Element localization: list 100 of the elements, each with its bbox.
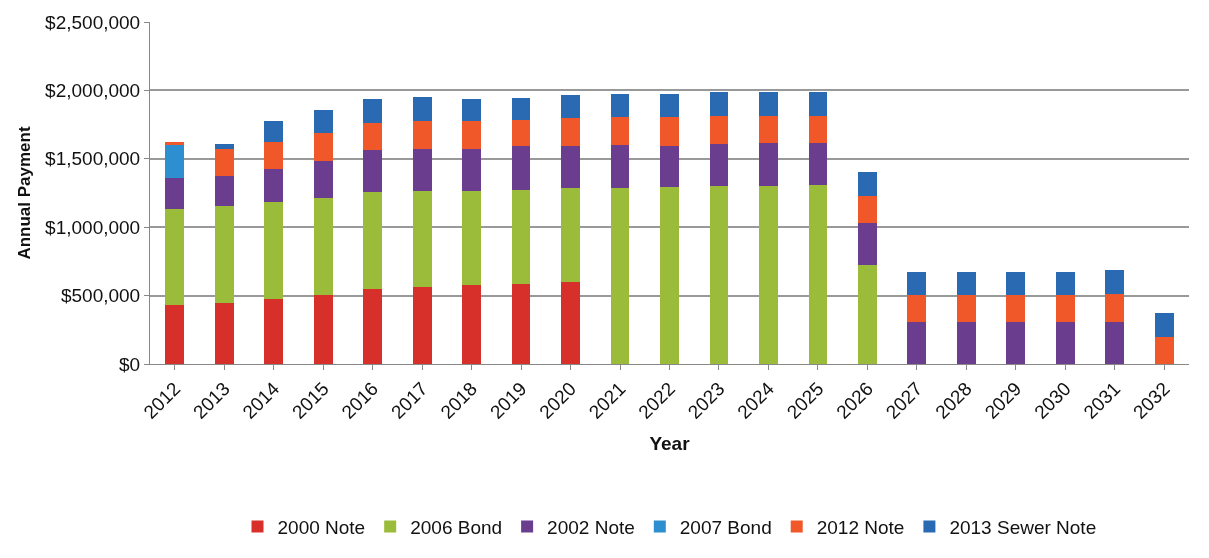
bar [313,160,333,198]
y-tick-label: $500,000 [60,285,141,307]
bar [1006,271,1026,295]
bar [412,120,432,149]
bar [363,98,383,123]
bar [709,186,729,364]
bar [907,294,927,322]
bar [561,94,580,119]
bar [808,143,828,186]
bar [610,187,630,364]
bar [709,92,729,117]
y-axis-title: Annual Payment [14,126,34,260]
bar [313,294,333,364]
bar [412,286,432,364]
bar [363,122,383,150]
bar [956,321,976,364]
bar [759,92,778,117]
bar [165,142,185,146]
legend-label: 2002 Note [547,516,635,538]
y-tick-label: $2,500,000 [45,11,141,33]
bar [165,177,185,209]
bar [511,145,531,191]
bar [709,143,729,187]
bar [511,190,531,284]
bar [264,299,284,364]
bar [1055,271,1075,295]
bar [313,133,333,161]
bar [412,190,432,287]
bar [313,109,333,134]
bar [561,118,580,146]
bar [561,145,580,189]
bar [165,145,185,178]
bar [462,148,481,191]
legend-label: 2000 Note [277,516,366,538]
bar [462,285,481,364]
bar [462,190,481,286]
bar [363,288,383,364]
bar [1055,294,1075,322]
bar [264,141,284,170]
bar [660,186,679,364]
bar [214,143,234,149]
bar [165,208,185,306]
legend-label: 2006 Bond [410,516,503,538]
bar [363,149,383,193]
bar [412,148,432,191]
bar [1105,270,1125,294]
bar [610,117,630,146]
bar [858,171,877,196]
bar [511,283,531,364]
bar [759,186,778,364]
bar [907,321,927,364]
bar [462,98,481,122]
bar [956,294,976,322]
x-axis-title: Year [649,432,691,454]
y-tick-label: $2,000,000 [45,80,141,102]
bar [1006,294,1026,322]
bar [660,117,679,146]
bar [858,223,877,265]
bar [561,281,580,364]
bar [264,169,284,202]
y-tick-label: $1,500,000 [45,148,141,170]
bar [264,121,284,142]
bar [264,201,284,300]
bar [660,145,679,187]
bar [214,175,234,206]
bar [1154,313,1174,338]
bar [214,303,234,364]
bar [214,148,234,176]
legend-label: 2007 Bond [679,516,772,538]
y-tick-label: $0 [119,353,141,375]
bar [1105,321,1125,364]
bar [462,121,481,149]
bar [1006,321,1026,364]
bar [610,93,630,118]
bar [808,116,828,144]
y-tick-label: $1,000,000 [45,216,141,238]
legend-label: 2012 Note [816,516,905,538]
bar [412,97,432,121]
bar [363,192,383,289]
bar [759,143,778,187]
bar [165,305,185,364]
bar [808,185,828,364]
bar [709,116,729,144]
legend-label: 2013 Sewer Note [949,516,1097,538]
bar [956,271,976,295]
bar [511,119,531,146]
bar [660,93,679,118]
bar [759,116,778,144]
bar [511,97,531,120]
bar [1154,337,1174,364]
bar [561,188,580,282]
bar [313,197,333,295]
bar [1055,321,1075,364]
bar [1105,293,1125,322]
bar [808,91,828,117]
bar [214,206,234,304]
bar [610,145,630,188]
bar [907,271,927,295]
bar [858,195,877,224]
bar [858,264,877,364]
